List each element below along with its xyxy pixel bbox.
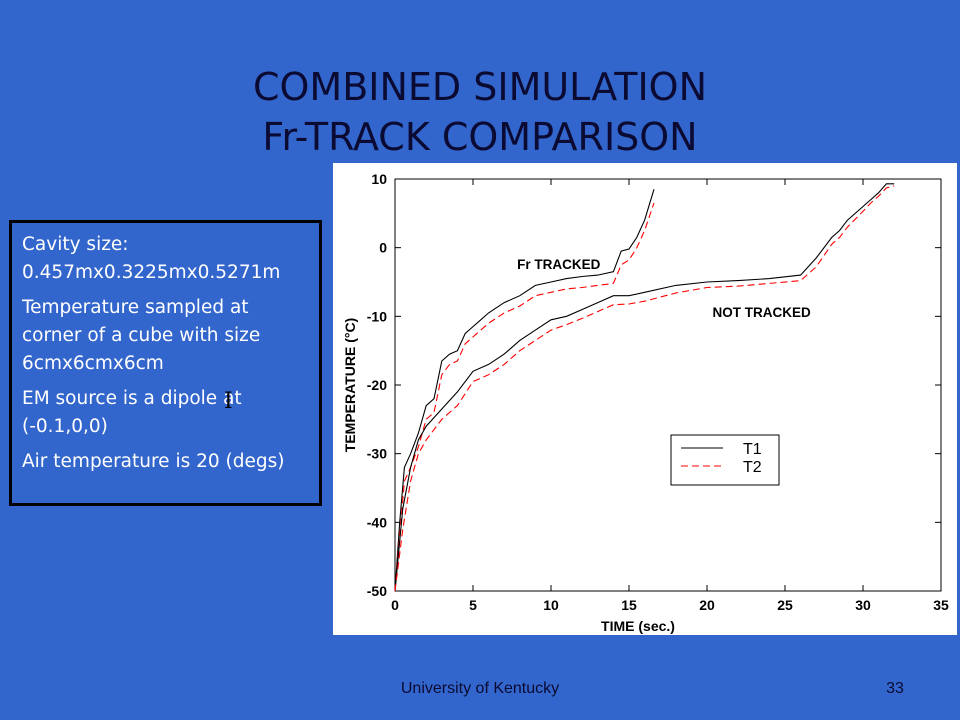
x-tick-label: 20 xyxy=(699,597,715,613)
x-tick-label: 0 xyxy=(391,597,399,613)
x-tick-label: 5 xyxy=(469,597,477,613)
page-number: 33 xyxy=(886,680,904,697)
chart: 0 5 10 15 20 25 30 35 10 0 -10 -20 -30 -40 -50 TIME (se… xyxy=(333,163,957,635)
series-line-t2-not-tracked xyxy=(394,185,895,592)
y-tick-label: -40 xyxy=(367,514,387,530)
series-line-t2-fr-tracked xyxy=(394,202,655,592)
info-cavity-size: Cavity size: 0.457mx0.3225mx0.5271m xyxy=(22,234,281,283)
y-tick-label: -20 xyxy=(367,377,387,393)
y-tick-label: -30 xyxy=(367,446,387,462)
x-axis-label: TIME (sec.) xyxy=(601,618,675,634)
y-tick-label: -10 xyxy=(367,308,387,324)
y-tick-label: 0 xyxy=(379,240,387,256)
annotation-fr-tracked: Fr TRACKED xyxy=(517,257,600,272)
plot-frame xyxy=(394,178,942,592)
x-tick-label: 25 xyxy=(777,597,793,613)
y-tick-label: 10 xyxy=(371,171,387,187)
slide-title: COMBINED SIMULATION Fr-TRACK COMPARISON xyxy=(180,62,780,162)
legend-label-t2: T2 xyxy=(743,459,762,476)
annotation-not-tracked: NOT TRACKED xyxy=(712,305,810,320)
footer-university: University of Kentucky xyxy=(400,680,560,697)
x-tick-label: 30 xyxy=(855,597,871,613)
x-tick-label: 15 xyxy=(621,597,637,613)
legend-box xyxy=(670,434,780,486)
info-air-temperature: Air temperature is 20 (degs) xyxy=(22,451,285,472)
title-line-2: Fr-TRACK COMPARISON xyxy=(262,115,698,159)
y-tick-label: -50 xyxy=(367,583,387,599)
info-em-source: EM source is a dipole at (-0.1,0,0) xyxy=(22,388,242,437)
y-axis-label: TEMPERATURE (°C) xyxy=(342,318,358,452)
mouse-cursor-icon: I xyxy=(224,389,233,414)
title-line-1: COMBINED SIMULATION xyxy=(252,65,708,109)
x-tick-label: 35 xyxy=(933,597,949,613)
series-line-t1-fr-tracked xyxy=(394,189,655,592)
legend-label-t1: T1 xyxy=(743,441,762,458)
info-box: Cavity size: 0.457mx0.3225mx0.5271m Temp… xyxy=(9,220,322,506)
temperature-chart: 0 5 10 15 20 25 30 35 10 0 -10 -20 -30 -40 -50 TIME (se… xyxy=(342,171,949,634)
info-sample-location: Temperature sampled at corner of a cube … xyxy=(22,297,261,374)
x-tick-label: 10 xyxy=(543,597,559,613)
series-line-t1-not-tracked xyxy=(394,183,895,592)
